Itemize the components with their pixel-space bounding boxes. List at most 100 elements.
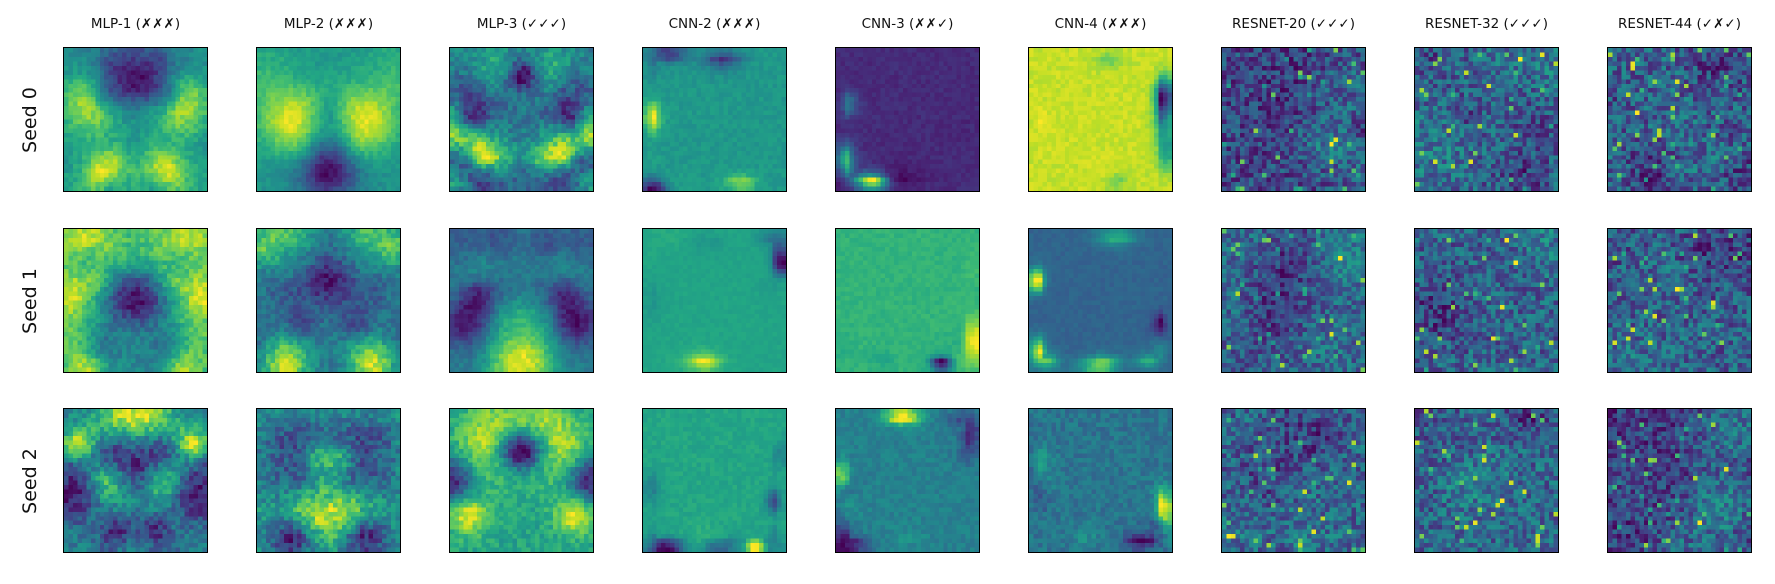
heatmap-cell [925,101,931,107]
heatmap-cell [678,92,684,98]
heatmap-cell [64,132,69,138]
heatmap-panel-r0-c1 [63,47,208,192]
heatmap-cell [723,83,729,89]
heatmap-cell [669,101,675,107]
heatmap-cell [647,97,653,102]
heatmap-cell [346,128,352,134]
heatmap-cell [283,56,289,62]
heatmap-cell [660,88,666,93]
heatmap-cell [117,128,123,134]
heatmap-cell [570,61,576,67]
heatmap-cell [81,150,87,156]
heatmap-cell [898,74,904,80]
heatmap-cell [122,177,127,183]
heatmap-cell [894,155,899,160]
heatmap-cell [86,177,92,183]
heatmap-cell [135,115,141,120]
heatmap-cell [929,123,935,129]
heatmap-cell [862,97,868,102]
heatmap-cell [705,119,711,125]
heatmap-cell [643,155,648,160]
heatmap-cell [692,164,697,169]
heatmap-cell [557,177,562,183]
heatmap-cell [683,168,688,174]
heatmap-cell [332,97,338,102]
heatmap-cell [584,61,589,67]
heatmap-cell [359,101,365,107]
heatmap-cell [727,92,733,98]
heatmap-cell [674,164,679,169]
heatmap-cell [701,61,706,67]
heatmap-cell [763,164,769,169]
heatmap-cell [265,173,271,178]
heatmap-cell [539,92,545,98]
heatmap-cell [880,119,886,125]
heatmap-cell [364,123,369,129]
heatmap-cell [328,52,334,58]
heatmap-cell [934,74,940,80]
heatmap-cell [880,70,886,76]
heatmap-cell [656,79,662,84]
heatmap-cell [499,56,504,62]
heatmap-cell [139,106,145,111]
heatmap-cell [458,141,464,147]
heatmap-cell [736,101,742,107]
heatmap-cell [283,79,289,84]
heatmap-cell [772,88,778,93]
heatmap-cell [288,141,293,147]
heatmap-cell [763,146,769,152]
heatmap-cell [463,128,469,134]
heatmap-cell [270,65,276,71]
heatmap-cell [692,65,697,71]
heatmap-cell [175,88,181,93]
heatmap-cell [584,70,589,76]
heatmap-cell [916,74,922,80]
heatmap-cell [840,155,846,160]
heatmap-cell [364,115,369,120]
heatmap-cell [113,155,118,160]
heatmap-cell [257,155,262,160]
heatmap-cell [517,132,522,138]
heatmap-cell [189,123,194,129]
heatmap-cell [391,101,396,107]
heatmap-cell [292,48,298,53]
heatmap-cell [301,88,307,93]
heatmap-cell [674,132,679,138]
heatmap-cell [494,79,500,84]
heatmap-cell [198,115,203,120]
heatmap-cell [678,146,684,152]
heatmap-cell [458,168,464,174]
heatmap-cell [292,61,298,67]
heatmap-cell [494,119,500,125]
heatmap-cell [184,177,190,183]
heatmap-cell [947,83,953,89]
heatmap-cell [588,119,593,125]
heatmap-cell [929,52,935,58]
heatmap-cell [512,56,518,62]
heatmap-cell [858,164,864,169]
heatmap-cell [777,141,782,147]
heatmap-cell [157,106,163,111]
heatmap-cell [961,52,966,58]
heatmap-cell [696,155,702,160]
heatmap-cell [95,141,100,147]
heatmap-cell [180,110,185,116]
heatmap-cell [858,168,864,174]
heatmap-cell [508,186,513,191]
heatmap-cell [377,110,383,116]
row-label-seed-1: Seed 1 [19,226,41,376]
heatmap-cell [718,74,724,80]
heatmap-cell [189,88,194,93]
heatmap-cell [198,48,203,53]
heatmap-cell [292,141,298,147]
heatmap-cell [171,155,176,160]
heatmap-cell [113,159,118,165]
heatmap-cell [665,65,671,71]
heatmap-cell [530,182,536,187]
heatmap-cell [180,97,185,102]
heatmap-cell [871,92,877,98]
heatmap-cell [701,88,706,93]
heatmap-cell [458,177,464,183]
heatmap-cell [95,168,100,174]
heatmap-cell [683,132,688,138]
